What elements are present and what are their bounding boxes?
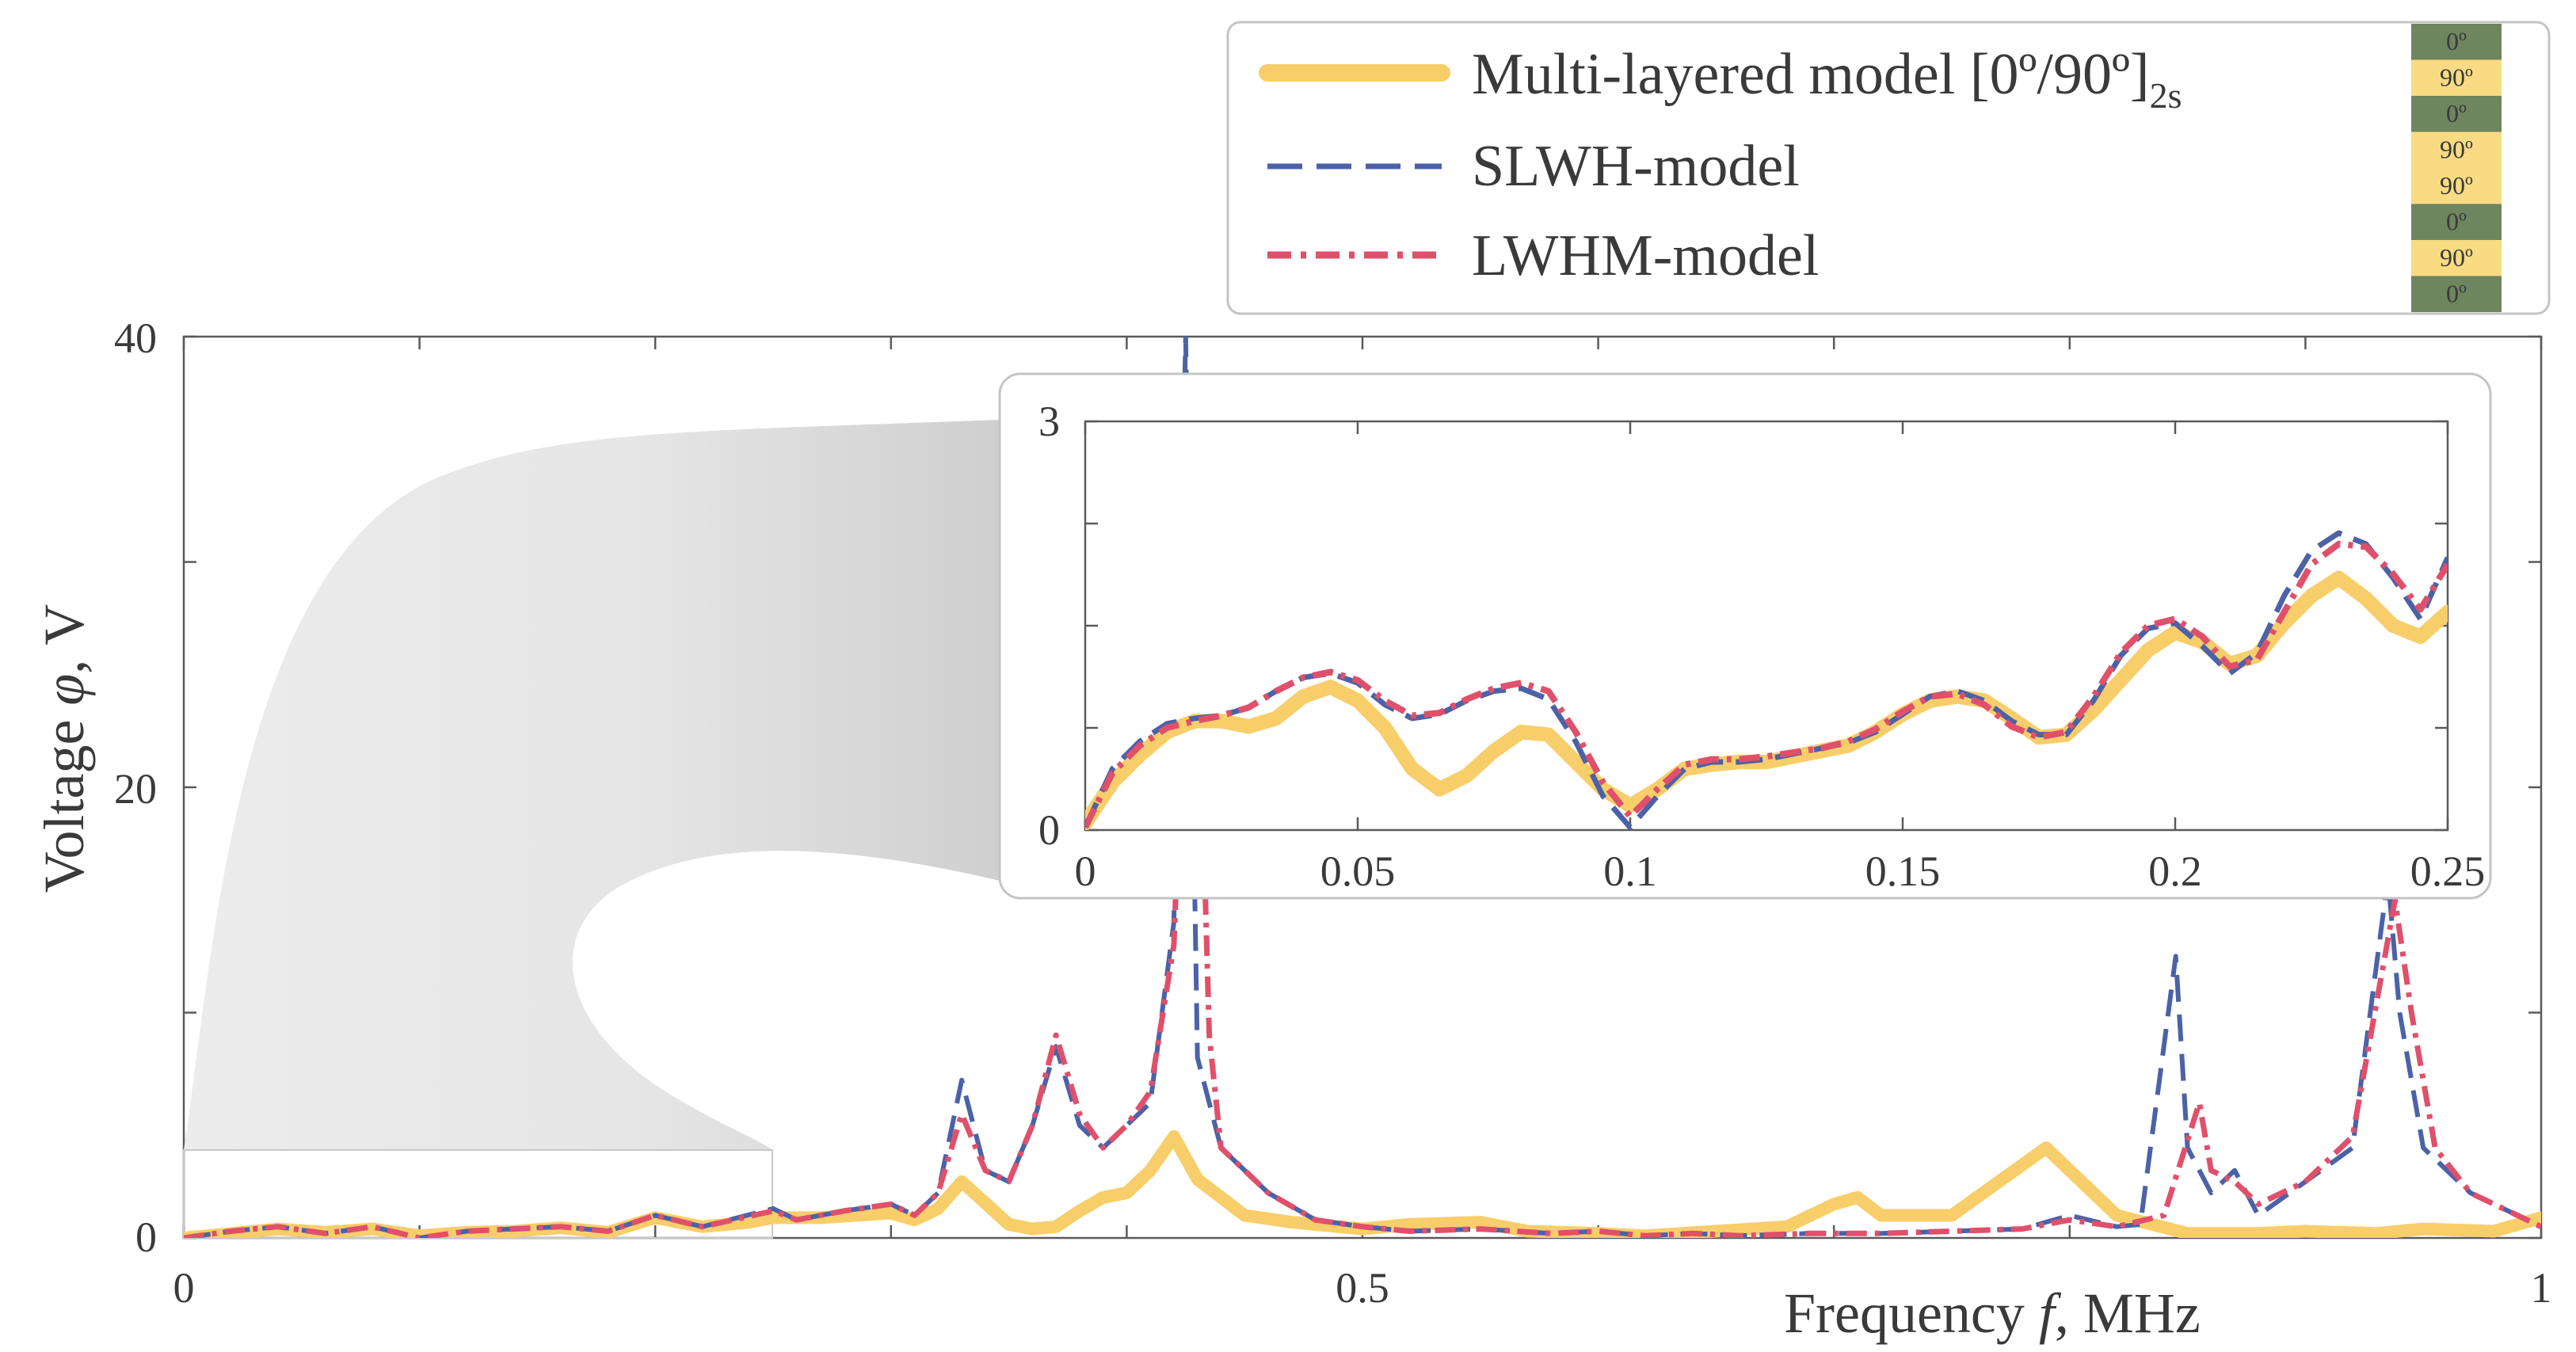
- inset-series-solid-0: [1085, 570, 2448, 830]
- xtick-label-0.5: 0.5: [1336, 1264, 1389, 1312]
- inset-series-dashed-1: [1085, 530, 2448, 830]
- layup-layer: [2411, 59, 2502, 96]
- inset-xtick-label: 0.05: [1320, 847, 1396, 895]
- xtick-label-0: 0: [173, 1264, 195, 1312]
- legend: Multi-layered model [0º/90º]2s SLWH-mode…: [1226, 21, 2551, 315]
- layup-layer-label: 90º: [2440, 135, 2473, 163]
- inset-xtick-label: 0.1: [1603, 847, 1657, 895]
- legend-label-lwhm: LWHM-model: [1472, 223, 1819, 288]
- layup-stack: 0º 90º 0º 90º 90º 0º 90º 0º: [2411, 24, 2502, 312]
- layup-layer: [2411, 276, 2502, 312]
- layup-layer: [2411, 24, 2502, 60]
- layup-layer: [2411, 96, 2502, 132]
- ytick-label-20: 20: [114, 765, 157, 813]
- layup-layer-label: 0º: [2446, 99, 2467, 128]
- legend-label-multilayer: Multi-layered model [0º/90º]2s: [1472, 42, 2182, 116]
- xtick-label-1: 1: [2531, 1264, 2552, 1312]
- layup-layer: [2411, 240, 2502, 276]
- main-axes: [182, 335, 2543, 1240]
- inset-ytick-label-3: 3: [1038, 398, 1060, 445]
- ytick-label-0: 0: [135, 1213, 157, 1261]
- layup-layer-label: 0º: [2446, 27, 2467, 55]
- inset-xtick-label: 0.15: [1865, 847, 1941, 895]
- inset-panel: 3 0 0 0.05 0.1 0.15 0.2 0.25: [998, 372, 2492, 900]
- inset-background: [998, 372, 2492, 900]
- legend-box: [1226, 21, 2551, 315]
- layup-layer: [2411, 131, 2502, 168]
- inset-xtick-label: 0.25: [2410, 847, 2486, 895]
- layup-layer: [2411, 168, 2502, 204]
- inset-series-group: [1085, 530, 2448, 830]
- layup-layer-label: 90º: [2440, 63, 2473, 91]
- layup-layer-label: 0º: [2446, 279, 2467, 307]
- inset-xtick-label: 0: [1075, 847, 1096, 895]
- layup-layer-label: 90º: [2440, 171, 2473, 200]
- main-series-dashed-1: [184, 337, 2541, 1238]
- inset-xtick-labels: 0 0.05 0.1 0.15 0.2 0.25: [1075, 847, 2486, 895]
- y-axis-label: Voltage φ, V: [32, 604, 96, 893]
- layup-layer: [2411, 204, 2502, 240]
- legend-label-slwh: SLWH-model: [1472, 134, 1800, 199]
- zoom-connector-shade: [184, 420, 1000, 1150]
- x-axis-label: Frequency f, MHz: [1784, 1282, 2201, 1345]
- inset-xtick-label: 0.2: [2148, 847, 2202, 895]
- layup-layer-label: 90º: [2440, 243, 2473, 272]
- inset-ytick-label-0: 0: [1038, 806, 1060, 854]
- layup-layer-label: 0º: [2446, 207, 2467, 235]
- ytick-label-40: 40: [114, 314, 157, 362]
